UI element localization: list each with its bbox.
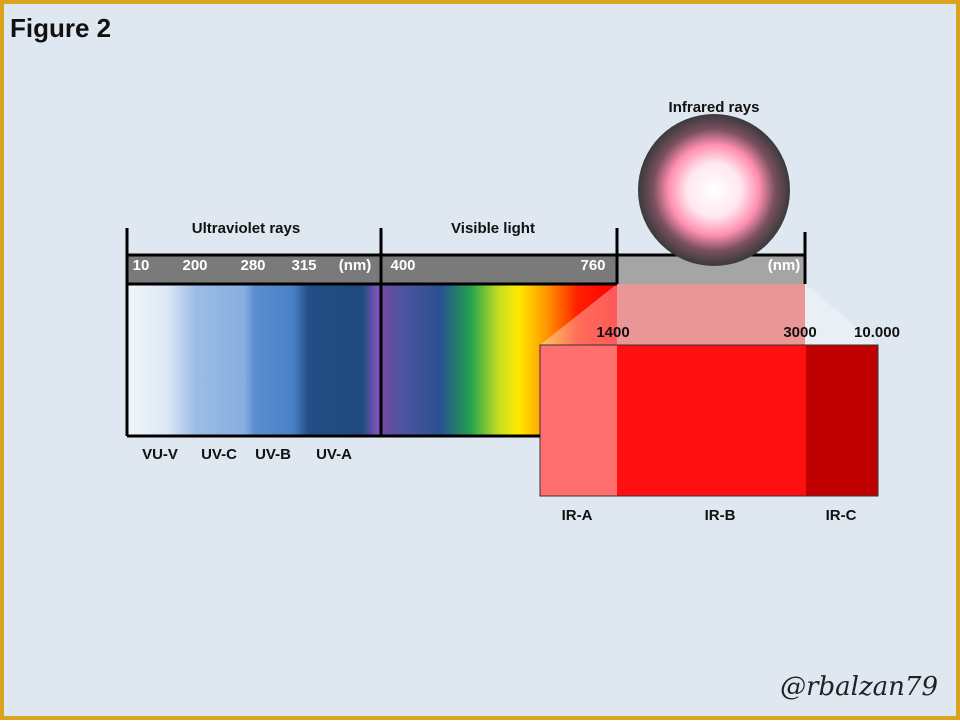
ir-scale-label: 1400 [596,324,629,341]
ir-box [539,344,879,497]
band-label: UV-B [255,446,291,463]
infrared-orb [638,114,790,266]
scale-label: 315 [291,257,316,274]
ir-scale-label: 3000 [783,324,816,341]
section-label: Visible light [451,220,535,237]
ir-scale-label: 10.000 [854,324,900,341]
scale-label: 10 [133,257,150,274]
scale-label: 200 [182,257,207,274]
band-label: UV-A [316,446,352,463]
scale-label: 760 [580,257,605,274]
band-label: IR-C [826,507,857,524]
ir-a-band [540,345,617,496]
signature: @rbalzan79 [780,672,938,702]
section-label: Infrared rays [669,99,760,116]
scale-label: 280 [240,257,265,274]
band-label: IR-A [562,507,593,524]
title: Figure 2 [10,13,111,43]
ir-c-band [806,345,878,496]
ir-region [617,284,805,345]
scale-label: (nm) [768,257,801,274]
band-label: UV-C [201,446,237,463]
ir-b-band [617,345,806,496]
section-label: Ultraviolet rays [192,220,300,237]
spectrum [127,284,617,436]
scale-label: (nm) [339,257,372,274]
band-label: IR-B [705,507,736,524]
band-label: VU-V [142,446,178,463]
scale-label: 400 [390,257,415,274]
zoom-beam [540,284,878,345]
